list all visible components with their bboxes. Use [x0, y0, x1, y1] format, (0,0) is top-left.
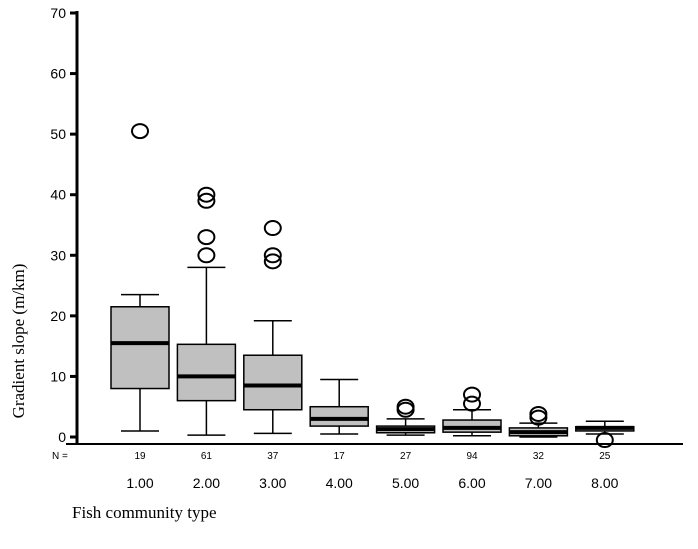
- outlier-point: [595, 432, 614, 449]
- x-category-label: 6.00: [458, 475, 485, 491]
- box-group-3: [243, 220, 303, 435]
- box: [309, 405, 369, 427]
- x-category-label: 7.00: [525, 475, 552, 491]
- n-count-label: 25: [599, 451, 611, 462]
- outlier-point: [197, 192, 216, 209]
- x-category-label: 5.00: [392, 475, 419, 491]
- box: [243, 354, 303, 411]
- outlier-point: [263, 253, 282, 270]
- box-group-6: [442, 386, 502, 437]
- box-group-5: [375, 398, 436, 436]
- y-tick-label: 0: [58, 429, 66, 445]
- n-count-label: 17: [334, 451, 346, 462]
- box-group-8: [575, 420, 635, 449]
- x-category-label: 3.00: [259, 475, 286, 491]
- box-group-7: [508, 405, 569, 438]
- outlier-point: [396, 398, 415, 415]
- y-tick-label: 70: [50, 5, 66, 21]
- box: [176, 343, 237, 402]
- y-tick-label: 10: [50, 368, 66, 384]
- n-count-label: 61: [201, 451, 213, 462]
- n-count-label: 32: [533, 451, 545, 462]
- x-category-label: 1.00: [126, 475, 153, 491]
- outlier-point: [131, 123, 149, 140]
- box-group-4: [309, 378, 369, 435]
- x-axis-title: Fish community type: [72, 503, 217, 522]
- y-tick-label: 60: [50, 66, 66, 82]
- box-group-2: [176, 186, 237, 436]
- box: [110, 306, 170, 390]
- outlier-point: [197, 247, 216, 264]
- x-axis-labels: 19 1.00 61 2.00 37 3.00 17 4.00 27 5.00 94 6.00 32 7.…: [126, 451, 618, 491]
- outlier-point: [529, 405, 548, 422]
- n-count-label: 94: [466, 451, 478, 462]
- outlier-point: [463, 395, 481, 412]
- x-category-label: 4.00: [326, 475, 353, 491]
- x-category-label: 8.00: [591, 475, 618, 491]
- outlier-point: [263, 247, 282, 264]
- y-axis: 0 10 20 30 40 50 60 70: [50, 5, 683, 445]
- y-tick-label: 20: [50, 308, 66, 324]
- n-prefix: N =: [52, 451, 68, 462]
- box-group-1: [110, 123, 170, 432]
- outlier-point: [197, 186, 216, 203]
- outlier-point: [197, 229, 216, 246]
- x-category-label: 2.00: [193, 475, 220, 491]
- boxes: [110, 123, 635, 449]
- y-axis-title: Gradient slope (m/km): [9, 264, 28, 419]
- y-tick-label: 40: [50, 187, 66, 203]
- outlier-point: [263, 220, 282, 237]
- n-count-label: 19: [134, 451, 146, 462]
- n-count-label: 27: [400, 451, 412, 462]
- n-count-label: 37: [267, 451, 279, 462]
- y-tick-label: 30: [50, 247, 66, 263]
- y-tick-label: 50: [50, 126, 66, 142]
- outlier-point: [463, 386, 481, 403]
